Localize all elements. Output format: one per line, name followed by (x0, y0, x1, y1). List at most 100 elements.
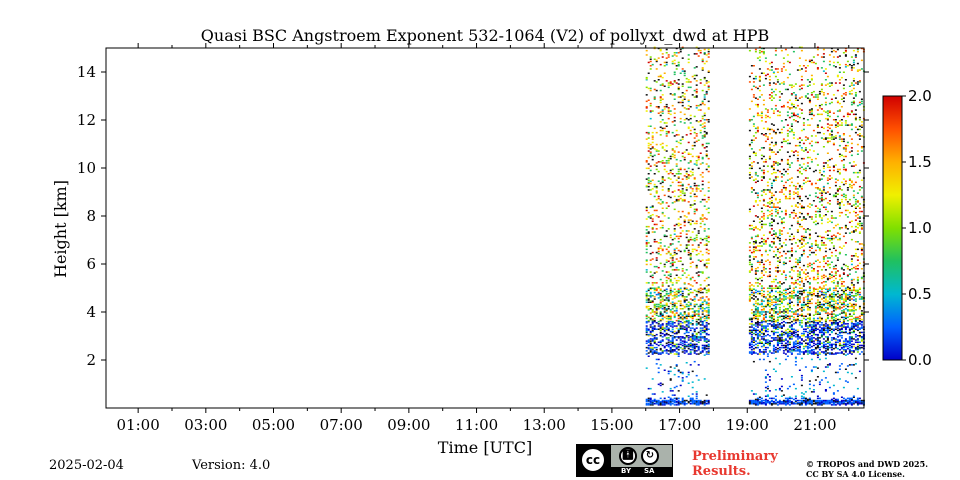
heat-cell (752, 347, 755, 350)
heat-cell (772, 151, 775, 153)
heat-cell (659, 313, 662, 315)
heat-cell (649, 292, 652, 295)
heat-cell (685, 117, 688, 120)
heat-cell (758, 324, 761, 326)
heat-cell (669, 290, 672, 293)
heat-cell (665, 292, 668, 295)
heat-cell (705, 163, 708, 165)
heat-cell (665, 299, 668, 301)
heat-cell (703, 354, 706, 356)
heat-cell (756, 290, 759, 293)
heat-cell (701, 188, 704, 190)
heat-cell (657, 328, 660, 330)
heat-cell (768, 292, 771, 295)
heat-cell (655, 257, 658, 259)
heat-cell (768, 390, 771, 392)
heat-cell (661, 350, 664, 352)
heat-cell (699, 401, 702, 404)
heat-cell (808, 229, 811, 231)
heat-cell (836, 401, 839, 404)
heat-cell (770, 187, 773, 189)
heat-cell (647, 133, 650, 135)
heat-cell (645, 306, 648, 309)
heat-cell (764, 369, 767, 371)
heat-cell (701, 254, 704, 256)
heat-cell (808, 101, 811, 104)
heat-cell (806, 333, 809, 336)
heat-cell (707, 403, 710, 405)
heat-cell (758, 331, 761, 334)
heat-cell (661, 177, 664, 179)
heat-cell (824, 208, 827, 211)
heat-cell (707, 56, 710, 58)
heat-cell (653, 317, 656, 320)
heat-cell (750, 288, 753, 290)
heat-cell (685, 314, 688, 316)
heat-cell (653, 341, 656, 343)
heat-cell (663, 400, 666, 403)
heat-cell (806, 403, 809, 405)
heat-cell (752, 360, 755, 363)
heat-cell (804, 391, 807, 393)
heat-cell (836, 193, 839, 195)
heat-cell (802, 65, 805, 67)
heat-cell (790, 301, 793, 303)
heat-cell (836, 123, 839, 125)
heat-cell (824, 343, 827, 346)
heat-cell (752, 94, 755, 96)
heat-cell (756, 113, 759, 116)
heat-cell (667, 403, 670, 405)
heat-cell (675, 343, 678, 346)
heat-cell (707, 142, 710, 145)
heat-cell (830, 235, 833, 238)
heat-cell (824, 103, 827, 106)
heat-cell (752, 243, 755, 245)
heat-cell (784, 197, 787, 200)
heat-cell (770, 400, 773, 403)
heat-cell (828, 344, 831, 347)
heat-cell (824, 231, 827, 233)
heat-cell (814, 339, 817, 341)
heat-cell (806, 322, 809, 324)
heat-cell (816, 344, 819, 347)
heat-cell (653, 223, 656, 226)
heat-cell (647, 137, 650, 139)
heat-cell (822, 399, 825, 402)
heat-cell (699, 242, 702, 244)
heat-cell (675, 401, 678, 404)
heat-cell (768, 75, 771, 78)
heat-cell (760, 154, 763, 157)
heat-cell (780, 322, 783, 324)
heat-cell (810, 400, 813, 403)
heat-cell (798, 341, 801, 343)
heat-cell (814, 324, 817, 326)
heat-cell (804, 167, 807, 170)
heat-cell (828, 277, 831, 280)
heat-cell (778, 315, 781, 317)
heat-cell (828, 124, 831, 126)
heat-cell (758, 46, 761, 49)
heat-cell (748, 298, 751, 300)
heat-cell (774, 54, 777, 56)
heat-cell (691, 94, 694, 96)
heat-cell (651, 309, 654, 311)
heat-cell (653, 296, 656, 298)
heat-cell (790, 324, 793, 326)
heat-cell (667, 350, 670, 352)
heat-cell (788, 335, 791, 337)
heat-cell (808, 403, 811, 405)
heat-cell (671, 290, 674, 293)
heat-cell (695, 95, 698, 97)
heat-cell (778, 326, 781, 328)
heat-cell (772, 332, 775, 335)
heat-cell (681, 349, 684, 351)
heat-cell (762, 198, 765, 201)
heat-cell (826, 182, 829, 185)
heat-cell (659, 254, 662, 256)
heat-cell (806, 353, 809, 355)
heat-cell (661, 304, 664, 307)
heat-cell (649, 399, 652, 402)
heat-cell (683, 306, 686, 309)
heat-cell (659, 198, 662, 201)
heat-cell (806, 256, 809, 258)
